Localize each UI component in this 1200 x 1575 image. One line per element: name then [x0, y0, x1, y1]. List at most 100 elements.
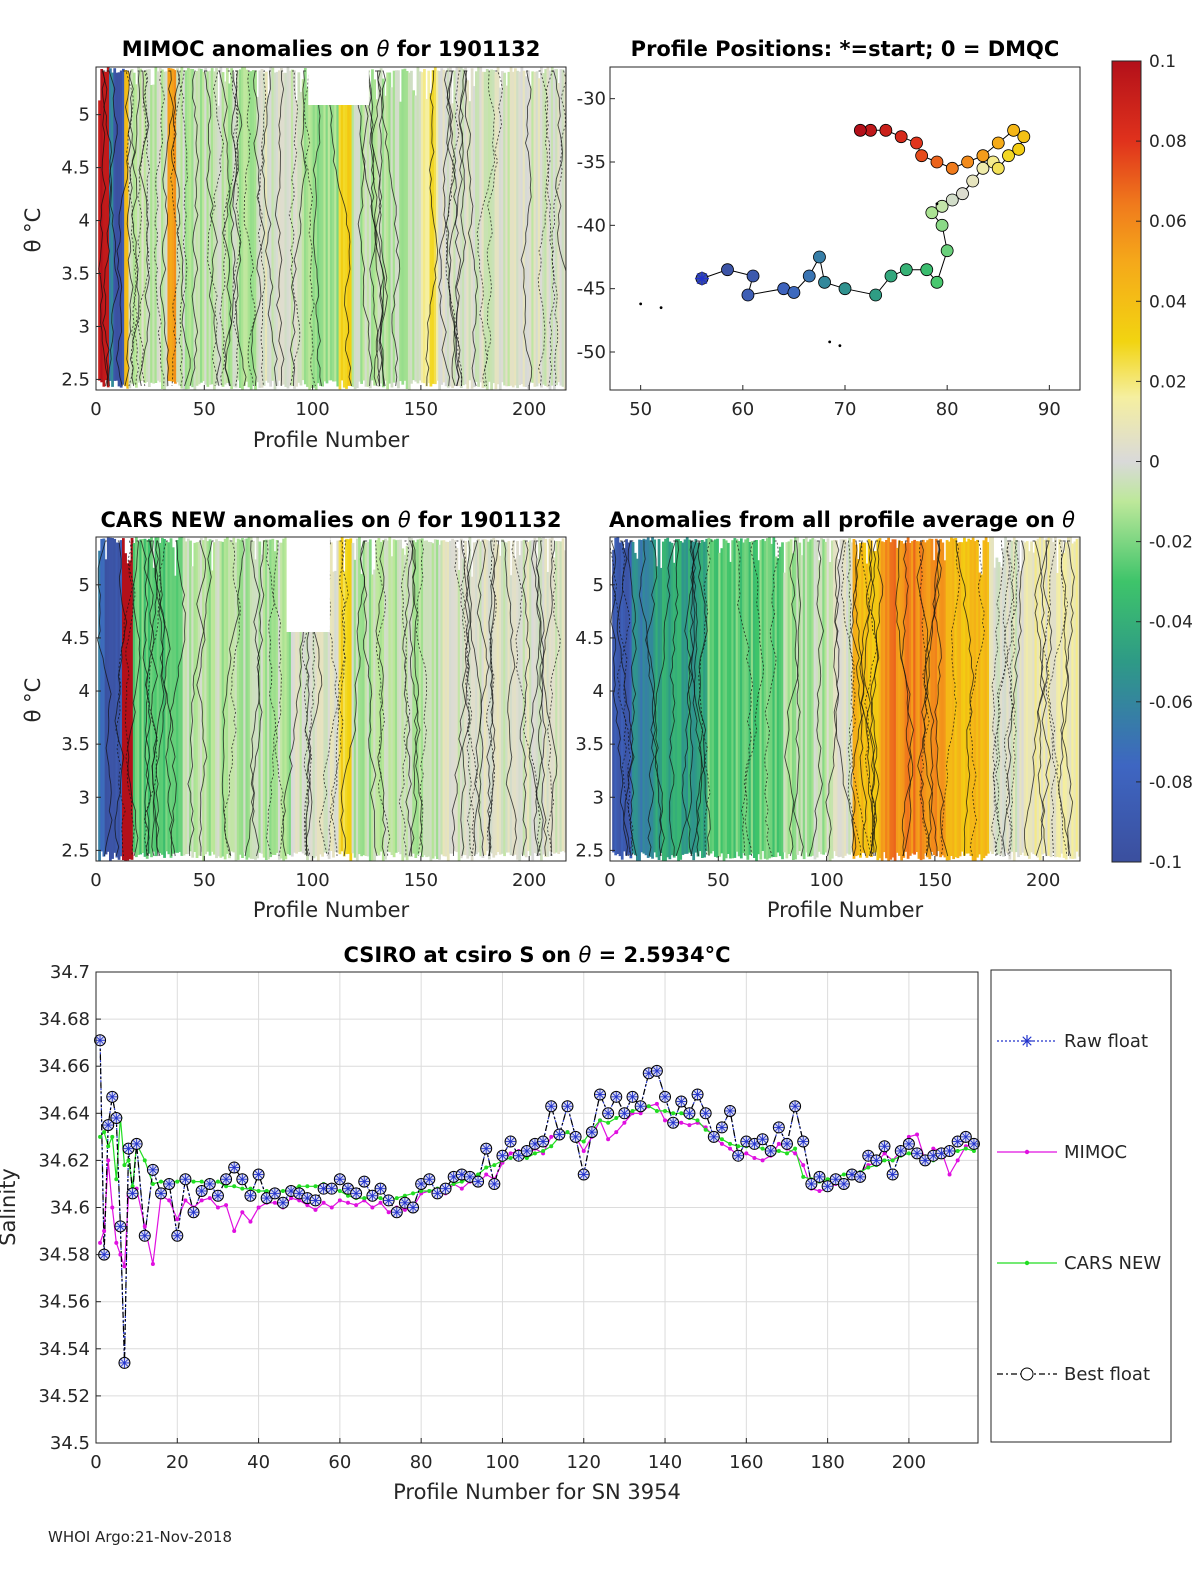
series-point-raw-float: [344, 1184, 352, 1193]
heatmap-cell: [180, 537, 184, 856]
heatmap-cell: [347, 97, 351, 386]
heatmap-cell: [640, 540, 644, 853]
x-tick-label: 0: [90, 870, 101, 891]
series-point-cars-new: [159, 1179, 164, 1184]
series-point-raw-float: [880, 1142, 889, 1151]
heatmap-cell: [928, 538, 932, 860]
contour-line: [425, 70, 439, 387]
heatmap-cell: [735, 539, 739, 852]
contour-line: [398, 540, 411, 856]
heatmap-cell: [956, 542, 960, 859]
series-point-mimoc: [760, 1158, 765, 1163]
heatmap-cell: [557, 541, 561, 854]
x-tick-label: 100: [485, 1452, 519, 1473]
contour-line: [114, 540, 128, 857]
series-point-raw-float: [872, 1156, 881, 1165]
salinity-y-label: Salinity: [0, 1168, 20, 1246]
profile-position-marker: [930, 155, 944, 169]
series-point-cars-new: [297, 1184, 302, 1189]
contour-line: [476, 70, 496, 387]
heatmap-cell: [1071, 543, 1075, 859]
heatmap-cell: [342, 86, 346, 388]
heatmap-cell: [1017, 540, 1020, 858]
series-point-raw-float: [100, 1250, 108, 1259]
heatmap-cell: [514, 68, 517, 386]
heatmap-cell: [913, 539, 916, 855]
heatmap-cell: [186, 538, 190, 855]
heatmap-cell: [332, 571, 335, 858]
heatmap-cell: [254, 70, 257, 390]
heatmap-cell: [321, 68, 325, 387]
heatmap-cell: [301, 79, 305, 381]
contour-line: [232, 70, 247, 387]
heatmap-cell: [260, 69, 264, 388]
heatmap-cell: [559, 69, 563, 386]
profile-position-marker: [1002, 149, 1015, 163]
heatmap-cell: [1034, 540, 1038, 855]
heatmap-cell: [373, 569, 377, 861]
series-point-mimoc: [118, 1252, 123, 1257]
heatmap-cell: [433, 67, 437, 385]
heatmap-cell: [546, 67, 550, 388]
heatmap-cell: [672, 562, 676, 858]
heatmap-cell: [839, 539, 843, 857]
heatmap-cell: [230, 68, 234, 389]
series-point-mimoc: [728, 1146, 733, 1151]
series-point-raw-float: [896, 1147, 905, 1155]
series-point-raw-float: [368, 1191, 377, 1200]
heatmap-cell: [384, 95, 387, 381]
series-point-cars-new: [793, 1146, 798, 1151]
heatmap-cell: [1038, 537, 1042, 861]
series-point-cars-new: [565, 1130, 570, 1135]
series-point-raw-float: [409, 1203, 417, 1212]
x-tick-label: 140: [648, 1452, 682, 1473]
heatmap-cell: [130, 538, 134, 860]
heatmap-cell: [223, 81, 227, 385]
contour-line: [266, 540, 279, 857]
heatmap-cell: [642, 538, 646, 854]
heatmap-cell: [516, 70, 519, 389]
heatmap-cell: [163, 71, 166, 390]
heatmap-cell: [724, 540, 728, 859]
contour-line: [124, 540, 136, 857]
x-tick-label: 150: [404, 399, 438, 420]
heatmap-cell: [995, 557, 999, 855]
heatmap-cell: [1058, 539, 1062, 858]
all-profile-heatmap: [610, 537, 1080, 861]
heatmap-cell: [518, 71, 522, 386]
series-point-cars-new: [728, 1141, 733, 1146]
heatmap-cell: [488, 540, 491, 860]
contour-line: [623, 540, 637, 857]
heatmap-cell: [627, 542, 631, 855]
heatmap-cell: [420, 72, 424, 383]
series-point-cars-new: [199, 1179, 204, 1184]
heatmap-cell: [789, 539, 793, 853]
contour-line: [784, 540, 799, 857]
series-point-mimoc: [337, 1198, 342, 1203]
salinity-y-ticks: 34.5 34.52 34.54 34.56 34.58 34.6 34.62 34.64 34…: [38, 962, 101, 1454]
contour-line: [355, 70, 385, 387]
heatmap-cell: [134, 537, 138, 858]
heatmap-cell: [921, 539, 925, 860]
heatmap-cell: [490, 538, 493, 854]
profile-position-marker: [935, 218, 949, 232]
heatmap-cell: [902, 543, 906, 858]
series-point-cars-new: [971, 1148, 976, 1153]
contour-line: [1060, 540, 1074, 857]
series-point-raw-float: [295, 1189, 304, 1198]
heatmap-cell: [638, 539, 641, 861]
series-point-cars-new: [866, 1165, 871, 1170]
heatmap-cell: [319, 67, 322, 386]
heatmap-cell: [310, 540, 314, 861]
contour-line: [955, 540, 975, 857]
heatmap-cell: [446, 68, 450, 388]
heatmap-cell: [537, 78, 541, 384]
heatmap-cell: [893, 539, 897, 861]
heatmap-cell: [102, 71, 106, 387]
heatmap-cell: [117, 72, 121, 387]
heatmap-cell: [915, 541, 919, 852]
contour-line: [847, 540, 872, 857]
y-tick-label: 3.5: [61, 264, 90, 285]
contour-line: [858, 540, 878, 857]
heatmap-cell: [511, 71, 515, 388]
